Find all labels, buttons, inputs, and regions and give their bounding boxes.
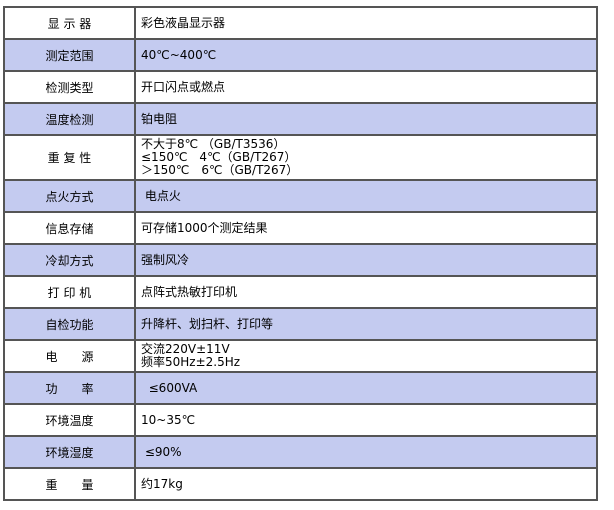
spec-value-line: 频率50Hz±2.5Hz [141, 355, 241, 369]
spec-label: 温度检测 [3, 102, 136, 136]
spec-value-line: ≤150℃ 4℃（GB/T267） [141, 150, 297, 164]
spec-row: 显 示 器彩色液晶显示器 [3, 6, 598, 40]
spec-label: 显 示 器 [3, 6, 136, 40]
spec-label: 重 量 [3, 467, 136, 501]
spec-value-line: 约17kg [141, 476, 183, 491]
spec-value: 点阵式热敏打印机 [134, 275, 598, 309]
spec-value-line: 10~35℃ [141, 412, 196, 427]
spec-value-line: 强制风冷 [141, 252, 190, 267]
spec-value-line: 点阵式热敏打印机 [141, 284, 238, 299]
spec-value: ≤600VA [134, 371, 598, 405]
spec-row: 重 复 性不大于8℃ （GB/T3536） ≤150℃ 4℃（GB/T267） ＞1… [3, 134, 598, 181]
spec-value-line: 40℃~400℃ [141, 47, 217, 62]
spec-value-line: 升降杆、划扫杆、打印等 [141, 316, 274, 331]
spec-row: 温度检测 铂电阻 [3, 102, 598, 136]
spec-row: 测定范围 40℃~400℃ [3, 38, 598, 72]
spec-label: 功 率 [3, 371, 136, 405]
spec-label: 信息存储 [3, 211, 136, 245]
spec-value-line: 开口闪点或燃点 [141, 79, 226, 94]
spec-value: 不大于8℃ （GB/T3536） ≤150℃ 4℃（GB/T267） ＞150℃ 6… [134, 134, 598, 181]
spec-value: 40℃~400℃ [134, 38, 598, 72]
spec-row: 冷却方式 强制风冷 [3, 243, 598, 277]
spec-value: 可存储1000个测定结果 [134, 211, 598, 245]
spec-value-line: 彩色液晶显示器 [141, 15, 226, 30]
spec-value-line: 可存储1000个测定结果 [141, 220, 268, 235]
spec-label: 点火方式 [3, 179, 136, 213]
spec-label: 自检功能 [3, 307, 136, 341]
spec-table: 显 示 器彩色液晶显示器 测定范围 40℃~400℃ 检测类型 开口闪点或燃点 温度检测铂… [3, 6, 598, 501]
spec-value: 10~35℃ [134, 403, 598, 437]
spec-value: 开口闪点或燃点 [134, 70, 598, 104]
spec-row: 重 量约17kg [3, 467, 598, 501]
spec-label: 测定范围 [3, 38, 136, 72]
spec-label: 检测类型 [3, 70, 136, 104]
spec-row: 打 印 机点阵式热敏打印机 [3, 275, 598, 309]
spec-row: 电 源交流220V±11V 频率50Hz±2.5Hz [3, 339, 598, 373]
spec-value: 约17kg [134, 467, 598, 501]
spec-value-line: 电点火 [141, 188, 181, 203]
spec-label: 打 印 机 [3, 275, 136, 309]
spec-label: 环境湿度 [3, 435, 136, 469]
spec-value: 升降杆、划扫杆、打印等 [134, 307, 598, 341]
spec-row: 自检功能 升降杆、划扫杆、打印等 [3, 307, 598, 341]
spec-value: 彩色液晶显示器 [134, 6, 598, 40]
spec-value-line: ＞150℃ 6℃（GB/T267） [141, 163, 299, 177]
spec-value-line: 交流220V±11V [141, 342, 230, 356]
spec-label: 重 复 性 [3, 134, 136, 181]
spec-value-line: ≤90% [141, 444, 182, 459]
spec-row: 点火方式 电点火 [3, 179, 598, 213]
spec-value: 强制风冷 [134, 243, 598, 277]
spec-value: ≤90% [134, 435, 598, 469]
spec-value: 电点火 [134, 179, 598, 213]
spec-label: 电 源 [3, 339, 136, 373]
spec-value-line: 铂电阻 [141, 111, 178, 126]
spec-row: 功 率 ≤600VA [3, 371, 598, 405]
spec-label: 环境温度 [3, 403, 136, 437]
spec-value-line: 不大于8℃ （GB/T3536） [141, 137, 286, 151]
spec-row: 环境湿度 ≤90% [3, 435, 598, 469]
spec-value: 铂电阻 [134, 102, 598, 136]
spec-row: 检测类型 开口闪点或燃点 [3, 70, 598, 104]
spec-label: 冷却方式 [3, 243, 136, 277]
spec-row: 环境温度 10~35℃ [3, 403, 598, 437]
spec-row: 信息存储 可存储1000个测定结果 [3, 211, 598, 245]
spec-value-line: ≤600VA [141, 380, 198, 395]
spec-value: 交流220V±11V 频率50Hz±2.5Hz [134, 339, 598, 373]
